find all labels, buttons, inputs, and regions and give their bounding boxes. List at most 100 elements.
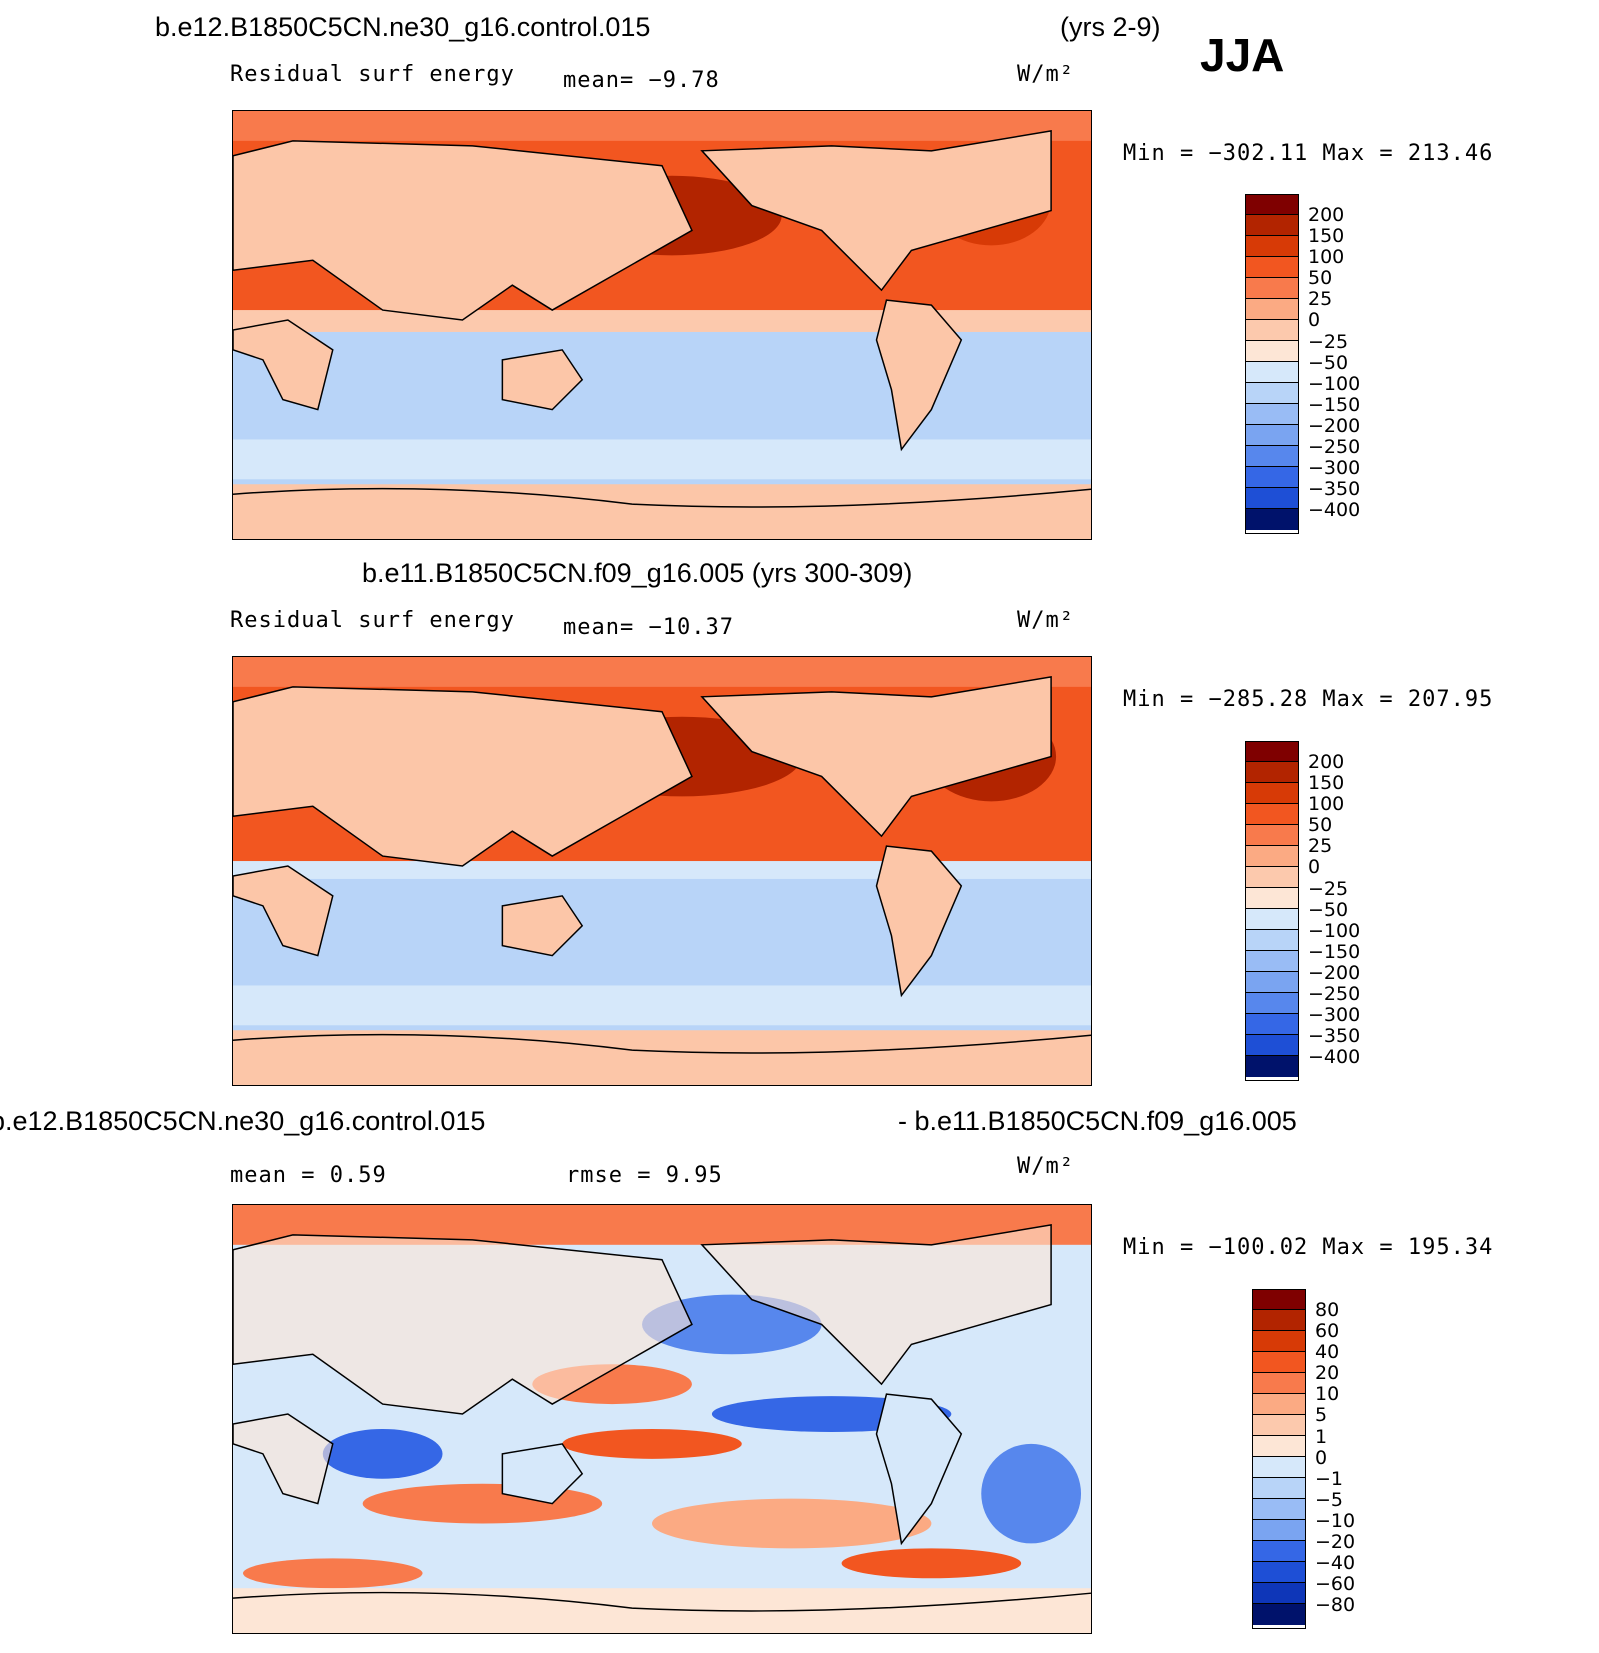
arctic-band <box>233 111 1091 141</box>
cbar2-swatch-15 <box>1246 1035 1298 1056</box>
south-america <box>875 1393 963 1546</box>
diff-blob <box>652 1498 932 1549</box>
south-america <box>875 845 963 998</box>
cbar3-swatch-7 <box>1253 1415 1305 1436</box>
cbar1-label: −250 <box>1308 436 1361 459</box>
cbar2-swatch-1 <box>1246 742 1298 762</box>
panel2-colorbar-labels: 200 150 100 50 25 0 −25 −50 −100 −150 −2… <box>1308 751 1361 1069</box>
cbar2-label: −350 <box>1308 1025 1361 1048</box>
cbar2-swatch-3 <box>1246 783 1298 804</box>
cbar2-label: 0 <box>1308 856 1321 879</box>
cbar1-label: −200 <box>1308 414 1361 437</box>
cbar3-swatch-1 <box>1253 1290 1305 1310</box>
africa <box>233 319 334 411</box>
cbar3-swatch-12 <box>1253 1520 1305 1541</box>
cbar2-label: 25 <box>1308 835 1333 858</box>
antarctic-coast <box>233 1033 1091 1054</box>
cbar1-label: −150 <box>1308 393 1361 416</box>
africa <box>233 1413 334 1505</box>
cbar3-swatch-15 <box>1253 1583 1305 1604</box>
panel1-variable-label: Residual surf energy <box>230 62 515 87</box>
cbar2-swatch-5 <box>1246 825 1298 846</box>
cbar2-label: 150 <box>1308 772 1345 795</box>
cbar3-swatch-5 <box>1253 1373 1305 1394</box>
cbar2-swatch-4 <box>1246 804 1298 825</box>
cbar3-label: 80 <box>1315 1299 1340 1321</box>
cbar2-swatch-12 <box>1246 972 1298 993</box>
cbar2-label: −250 <box>1308 983 1361 1006</box>
cbar3-swatch-10 <box>1253 1478 1305 1499</box>
cbar1-label: 0 <box>1308 309 1321 332</box>
panel3-title-left: b.e12.B1850C5CN.ne30_g16.control.015 <box>0 1106 486 1136</box>
panel1-units-label: W/m² <box>1017 62 1074 87</box>
cbar2-swatch-7 <box>1246 867 1298 888</box>
north-america <box>700 676 1052 838</box>
cbar3-label: 40 <box>1315 1341 1340 1364</box>
cbar3-label: 0 <box>1315 1446 1328 1469</box>
cbar3-swatch-6 <box>1253 1394 1305 1415</box>
cbar1-swatch-11 <box>1246 404 1298 425</box>
cbar2-label: 100 <box>1308 793 1345 816</box>
cbar3-swatch-14 <box>1253 1562 1305 1583</box>
diff-blob <box>562 1428 742 1459</box>
panel2-variable-label: Residual surf energy <box>230 608 515 633</box>
panel3-mean-label: mean = 0.59 <box>230 1163 387 1188</box>
panel2-title: b.e11.B1850C5CN.f09_g16.005 (yrs 300-309… <box>362 558 913 588</box>
cbar1-swatch-2 <box>1246 215 1298 236</box>
panel1-minmax: Min = −302.11 Max = 213.46 <box>1123 141 1494 166</box>
cbar3-swatch-4 <box>1253 1352 1305 1373</box>
diff-blob <box>642 1294 822 1355</box>
diff-blob <box>242 1558 423 1589</box>
australia <box>501 895 584 957</box>
arctic-band <box>233 657 1091 687</box>
australia <box>501 349 584 411</box>
cbar1-swatch-8 <box>1246 341 1298 362</box>
panel3-title-right: - b.e11.B1850C5CN.f09_g16.005 <box>898 1106 1297 1136</box>
cbar2-label: −200 <box>1308 961 1361 984</box>
south-america <box>875 299 963 452</box>
eurasia <box>233 140 693 321</box>
panel2-units-label: W/m² <box>1017 608 1074 633</box>
cbar3-label: −10 <box>1315 1509 1356 1532</box>
cbar1-swatch-10 <box>1246 383 1298 404</box>
antarctica <box>233 484 1091 539</box>
cbar2-swatch-10 <box>1246 930 1298 951</box>
panel1-map <box>232 110 1092 540</box>
cbar2-swatch-6 <box>1246 846 1298 867</box>
panel3-minmax: Min = −100.02 Max = 195.34 <box>1123 1235 1494 1260</box>
cbar2-label: 200 <box>1308 751 1345 773</box>
cbar1-swatch-14 <box>1246 467 1298 488</box>
cbar1-swatch-3 <box>1246 236 1298 257</box>
cbar1-label: 100 <box>1308 246 1345 269</box>
cbar2-label: −400 <box>1308 1046 1361 1069</box>
panel2-mean-label: mean= −10.37 <box>563 615 734 640</box>
cbar3-label: −80 <box>1315 1594 1356 1617</box>
north-america <box>700 1224 1052 1386</box>
cbar1-label: −400 <box>1308 499 1361 522</box>
cbar1-swatch-15 <box>1246 488 1298 509</box>
cbar3-label: 60 <box>1315 1320 1340 1343</box>
cbar1-swatch-6 <box>1246 299 1298 320</box>
antarctica <box>233 1588 1091 1633</box>
north-america <box>700 130 1052 292</box>
panel1-colorbar <box>1245 194 1299 534</box>
cbar3-label: 5 <box>1315 1404 1328 1427</box>
cbar2-swatch-16 <box>1246 1056 1298 1077</box>
panel1-title-right: (yrs 2-9) <box>1060 12 1161 42</box>
cbar1-label: 200 <box>1308 204 1345 226</box>
antarctica <box>233 1030 1091 1085</box>
panel3-units-label: W/m² <box>1017 1154 1074 1179</box>
cbar2-swatch-13 <box>1246 993 1298 1014</box>
panel1-mean-label: mean= −9.78 <box>563 68 720 93</box>
cbar2-label: −25 <box>1308 877 1349 900</box>
antarctic-coast <box>233 1591 1091 1612</box>
panel2-map-svg <box>233 657 1091 1085</box>
season-label: JJA <box>1200 29 1285 81</box>
cbar3-swatch-13 <box>1253 1541 1305 1562</box>
panel2-map <box>232 656 1092 1086</box>
cbar3-label: 1 <box>1315 1425 1328 1448</box>
cbar2-label: −50 <box>1308 898 1349 921</box>
cbar1-label: −25 <box>1308 330 1349 353</box>
cbar1-swatch-12 <box>1246 425 1298 446</box>
cbar3-label: 20 <box>1315 1362 1340 1385</box>
